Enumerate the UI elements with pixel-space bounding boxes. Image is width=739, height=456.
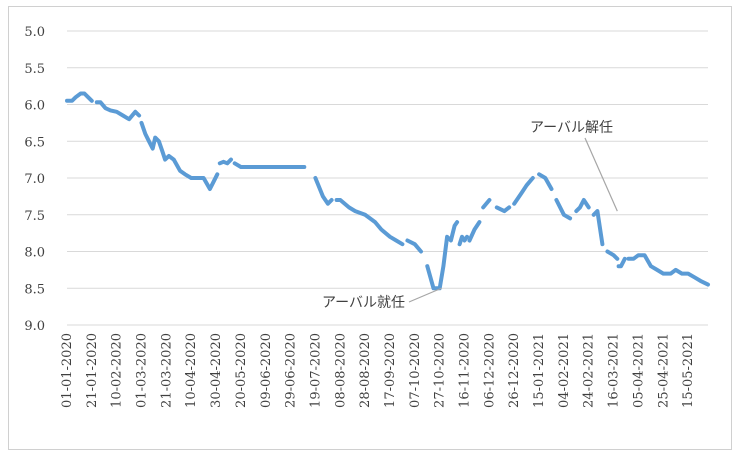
x-tick-label: 06-12-2020 bbox=[482, 333, 497, 408]
x-tick-label: 07-10-2020 bbox=[408, 333, 423, 408]
y-tick-label: 8.5 bbox=[24, 282, 45, 297]
x-tick-label: 09-06-2020 bbox=[259, 333, 274, 408]
chart-frame bbox=[8, 6, 732, 450]
series-line-segment-0-9 bbox=[457, 234, 469, 247]
annotations: アーバル就任 アーバル解任 bbox=[322, 120, 618, 311]
x-axis-ticks: 01-01-2020 21-01-2020 10-02-2020 01-03-2020… bbox=[60, 333, 696, 408]
y-tick-label: 6.0 bbox=[24, 99, 45, 114]
series-line-segment-0-1 bbox=[94, 100, 142, 122]
x-tick-label: 26-12-2020 bbox=[507, 333, 522, 408]
series-line-segment-0-11 bbox=[481, 198, 492, 210]
x-tick-label: 19-07-2020 bbox=[308, 333, 323, 408]
series-layer bbox=[65, 91, 710, 291]
x-tick-label: 21-03-2020 bbox=[159, 333, 174, 408]
x-tick-label: 15-05-2021 bbox=[681, 333, 696, 408]
series-line-segment-0-3 bbox=[217, 157, 233, 166]
series-line-segment-0-6 bbox=[334, 198, 405, 247]
x-tick-label: 30-04-2020 bbox=[209, 333, 224, 408]
series-line-segment-0-17 bbox=[591, 209, 605, 247]
x-tick-label: 04-02-2021 bbox=[557, 333, 572, 408]
y-tick-label: 8.0 bbox=[24, 246, 45, 261]
series-line-segment-0-7 bbox=[405, 238, 423, 254]
grid-lines bbox=[67, 30, 708, 326]
y-tick-label: 6.5 bbox=[24, 135, 45, 150]
series-line-segment-0-20 bbox=[626, 253, 710, 287]
series-line-segment-0-10 bbox=[467, 220, 482, 243]
series-line-segment-0-19 bbox=[616, 256, 627, 269]
x-tick-label: 16-03-2021 bbox=[607, 333, 622, 408]
series-line-segment-0-5 bbox=[313, 176, 334, 206]
x-tick-label: 10-02-2020 bbox=[110, 333, 125, 408]
x-tick-label: 15-01-2021 bbox=[532, 333, 547, 408]
x-tick-label: 24-02-2021 bbox=[582, 333, 597, 408]
y-axis-ticks: 5.0 5.5 6.0 6.5 7.0 7.5 8.0 8.5 9.0 bbox=[24, 25, 45, 334]
annotation-label: アーバル解任 bbox=[530, 120, 613, 136]
x-tick-label: 27-10-2020 bbox=[433, 333, 448, 408]
annotation-leader-line bbox=[408, 287, 442, 303]
x-tick-label: 20-05-2020 bbox=[234, 333, 249, 408]
series-line-segment-0-16 bbox=[574, 198, 591, 214]
x-tick-label: 28-08-2020 bbox=[358, 333, 373, 408]
x-tick-label: 21-01-2020 bbox=[85, 333, 100, 408]
series-line-segment-0-0 bbox=[65, 91, 94, 103]
series-line-segment-0-4 bbox=[232, 161, 307, 169]
x-tick-label: 25-04-2021 bbox=[656, 333, 671, 408]
annotation-label: アーバル就任 bbox=[322, 295, 405, 311]
series-line-segment-0-15 bbox=[554, 198, 573, 221]
y-tick-label: 7.5 bbox=[24, 209, 45, 224]
x-tick-label: 05-04-2021 bbox=[631, 333, 646, 408]
series-line-segment-0-12 bbox=[494, 205, 512, 214]
series-line-segment-0-13 bbox=[512, 176, 535, 206]
annotation-leader-line bbox=[584, 137, 618, 212]
x-tick-label: 10-04-2020 bbox=[184, 333, 199, 408]
x-tick-label: 01-03-2020 bbox=[135, 333, 150, 408]
x-tick-label: 29-06-2020 bbox=[284, 333, 299, 408]
x-tick-label: 16-11-2020 bbox=[458, 333, 473, 408]
y-tick-label: 5.5 bbox=[24, 62, 45, 77]
x-tick-label: 08-08-2020 bbox=[333, 333, 348, 408]
series-line-segment-0-18 bbox=[605, 249, 620, 261]
x-tick-label: 01-01-2020 bbox=[60, 333, 75, 408]
y-tick-label: 9.0 bbox=[24, 319, 45, 334]
y-tick-label: 7.0 bbox=[24, 172, 45, 187]
series-line-segment-0-14 bbox=[537, 172, 554, 191]
y-tick-label: 5.0 bbox=[24, 25, 45, 40]
x-tick-label: 17-09-2020 bbox=[383, 333, 398, 408]
series-line-segment-0-2 bbox=[139, 120, 220, 191]
series-line-segment-0-8 bbox=[425, 220, 460, 291]
